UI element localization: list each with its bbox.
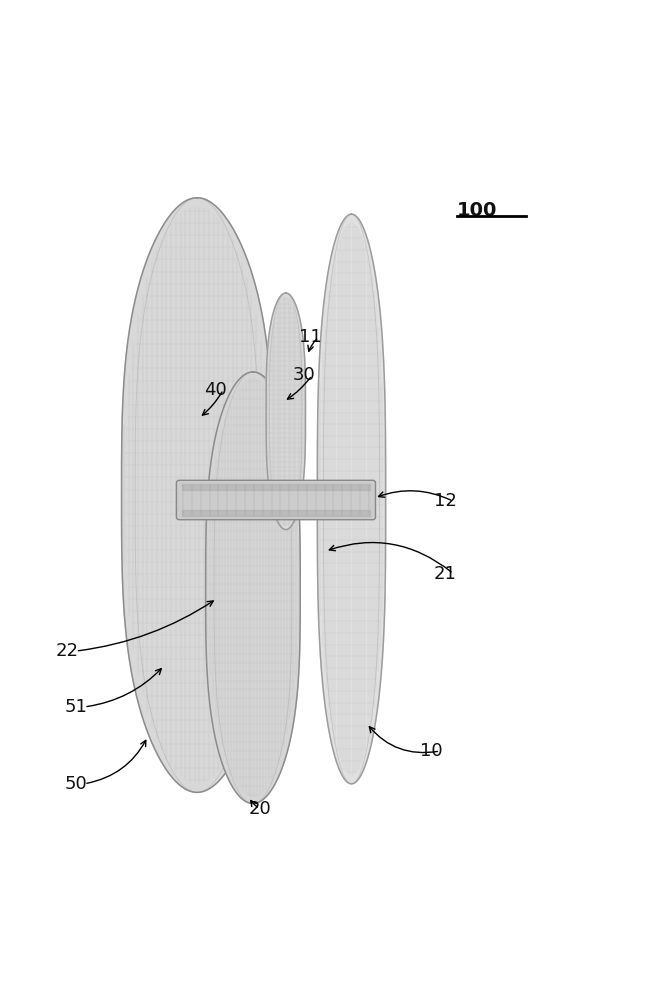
- Text: 30: 30: [292, 366, 315, 384]
- Polygon shape: [317, 214, 386, 784]
- Text: 11: 11: [299, 328, 322, 346]
- Text: 20: 20: [248, 800, 271, 818]
- Text: 12: 12: [434, 492, 457, 510]
- Text: 50: 50: [64, 775, 87, 793]
- Text: 40: 40: [204, 381, 227, 399]
- Text: 51: 51: [64, 698, 87, 716]
- Text: 22: 22: [56, 642, 79, 660]
- Polygon shape: [266, 293, 306, 530]
- Text: 100: 100: [457, 201, 497, 220]
- FancyBboxPatch shape: [176, 480, 375, 520]
- Text: 21: 21: [434, 565, 457, 583]
- Text: 10: 10: [420, 742, 443, 760]
- Polygon shape: [122, 198, 273, 792]
- Polygon shape: [206, 372, 300, 804]
